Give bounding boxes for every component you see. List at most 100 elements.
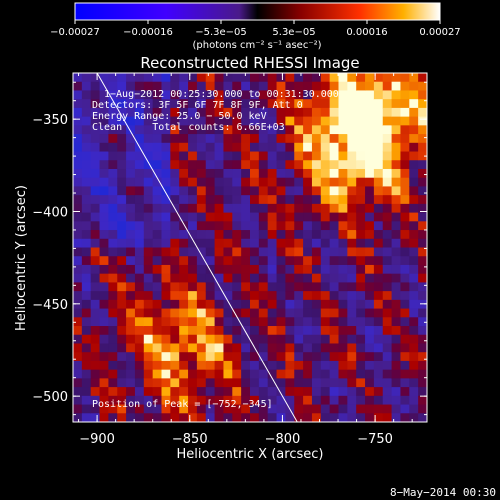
heatmap-cell — [108, 264, 118, 275]
heatmap-cell — [205, 160, 216, 170]
heatmap-cell — [311, 247, 322, 257]
heatmap-cell — [409, 317, 419, 327]
heatmap-cell — [196, 151, 207, 161]
heatmap-cell — [294, 151, 304, 161]
y-tick-label: −450 — [32, 298, 68, 313]
heatmap-cell — [320, 387, 331, 397]
heatmap-cell — [205, 81, 216, 92]
heatmap-cell — [161, 334, 171, 345]
heatmap-cell — [161, 107, 171, 118]
heatmap-cell — [303, 308, 313, 318]
heatmap-cell — [117, 81, 127, 92]
heatmap-cell — [188, 378, 198, 388]
heatmap-cell — [117, 221, 127, 231]
heatmap-cell — [276, 378, 286, 388]
heatmap-cell — [338, 90, 348, 100]
heatmap-cell — [241, 73, 251, 83]
heatmap-cell — [117, 317, 127, 327]
heatmap-cell — [338, 186, 348, 196]
heatmap-cell — [303, 125, 313, 135]
heatmap-cell — [81, 116, 92, 126]
heatmap-cell — [188, 334, 198, 345]
heatmap-cell — [196, 160, 207, 170]
heatmap-cell — [347, 387, 357, 397]
heatmap-cell — [134, 212, 145, 222]
heatmap-cell — [188, 352, 198, 362]
heatmap-cell — [117, 168, 127, 179]
heatmap-cell — [303, 326, 313, 336]
heatmap-cell — [267, 230, 278, 240]
heatmap-cell — [320, 378, 331, 388]
heatmap-cell — [418, 282, 427, 292]
heatmap-cell — [294, 238, 304, 249]
heatmap-cell — [329, 317, 340, 327]
heatmap-cell — [161, 352, 171, 362]
heatmap-cell — [223, 125, 233, 135]
heatmap-cell — [250, 107, 260, 118]
heatmap-cell — [81, 230, 92, 240]
heatmap-cell — [188, 177, 198, 188]
heatmap-cell — [329, 73, 340, 83]
heatmap-cell — [143, 99, 154, 109]
heatmap-cell — [90, 238, 101, 249]
heatmap-cell — [73, 308, 83, 318]
heatmap-cell — [90, 378, 101, 388]
heatmap-cell — [152, 360, 163, 371]
heatmap-cell — [409, 352, 419, 362]
heatmap-cell — [250, 99, 260, 109]
heatmap-cell — [196, 238, 207, 249]
x-tick-label: −750 — [357, 432, 393, 447]
heatmap-cell — [329, 282, 340, 292]
heatmap-cell — [205, 273, 216, 283]
heatmap-cell — [391, 168, 402, 179]
heatmap-cell — [108, 116, 118, 126]
heatmap-cell — [126, 360, 136, 371]
heatmap-cell — [143, 203, 154, 214]
heatmap-cell — [285, 395, 295, 406]
heatmap-cell — [214, 99, 225, 109]
heatmap-cell — [205, 395, 216, 406]
heatmap-cell — [338, 177, 348, 188]
heatmap-cell — [99, 343, 109, 353]
heatmap-cell — [188, 186, 198, 196]
heatmap-cell — [214, 247, 225, 257]
heatmap-cell — [276, 81, 286, 92]
heatmap-cell — [232, 404, 242, 414]
heatmap-cell — [188, 195, 198, 205]
heatmap-cell — [347, 317, 357, 327]
heatmap-cell — [250, 404, 260, 414]
heatmap-cell — [267, 116, 278, 126]
heatmap-cell — [329, 186, 340, 196]
heatmap-cell — [311, 317, 322, 327]
heatmap-cell — [267, 134, 278, 144]
heatmap-cell — [311, 387, 322, 397]
heatmap-cell — [241, 343, 251, 353]
heatmap-cell — [214, 317, 225, 327]
heatmap-cell — [276, 134, 286, 144]
heatmap-cell — [418, 378, 427, 388]
heatmap-cell — [391, 99, 402, 109]
heatmap-cell — [276, 230, 286, 240]
heatmap-cell — [382, 238, 393, 249]
heatmap-cell — [347, 343, 357, 353]
heatmap-cell — [179, 73, 189, 83]
heatmap-cell — [232, 352, 242, 362]
heatmap-cell — [338, 107, 348, 118]
heatmap-cell — [223, 369, 233, 379]
heatmap-cell — [73, 299, 83, 310]
heatmap-cell — [294, 168, 304, 179]
heatmap-cell — [117, 238, 127, 249]
heatmap-cell — [400, 160, 410, 170]
heatmap-cell — [143, 291, 154, 301]
heatmap-cell — [311, 81, 322, 92]
heatmap-cell — [382, 107, 393, 118]
heatmap-cell — [241, 107, 251, 118]
heatmap-cell — [365, 99, 375, 109]
heatmap-cell — [126, 160, 136, 170]
heatmap-cell — [196, 230, 207, 240]
heatmap-cell — [73, 73, 83, 83]
heatmap-cell — [90, 352, 101, 362]
heatmap-cell — [81, 404, 92, 414]
heatmap-cell — [170, 238, 180, 249]
heatmap-cell — [303, 142, 313, 153]
